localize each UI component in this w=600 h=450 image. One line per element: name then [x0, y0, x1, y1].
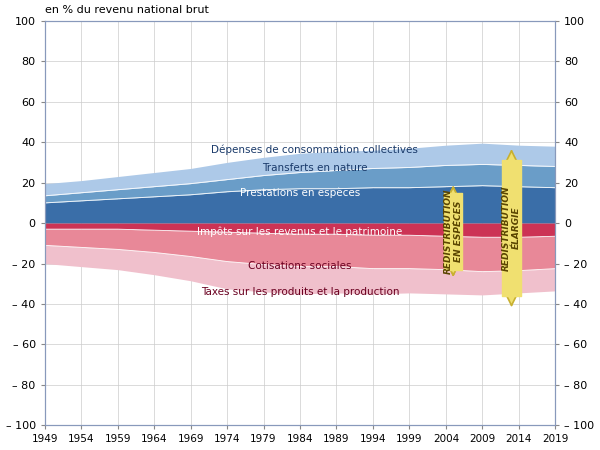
Text: Dépenses de consommation collectives: Dépenses de consommation collectives — [211, 145, 418, 156]
Text: REDISTRIBUTION
EN ESPÈCES: REDISTRIBUTION EN ESPÈCES — [443, 189, 463, 274]
Text: en % du revenu national brut: en % du revenu national brut — [45, 4, 209, 15]
Text: Cotisations sociales: Cotisations sociales — [248, 261, 352, 270]
Text: Taxes sur les produits et la production: Taxes sur les produits et la production — [201, 287, 399, 297]
Text: REDISTRIBUTION
ÉLARGIE: REDISTRIBUTION ÉLARGIE — [502, 185, 521, 271]
Text: Transferts en nature: Transferts en nature — [262, 163, 367, 173]
Text: Impôts sur les revenus et le patrimoine: Impôts sur les revenus et le patrimoine — [197, 227, 403, 238]
Text: Prestations en espèces: Prestations en espèces — [240, 188, 360, 198]
